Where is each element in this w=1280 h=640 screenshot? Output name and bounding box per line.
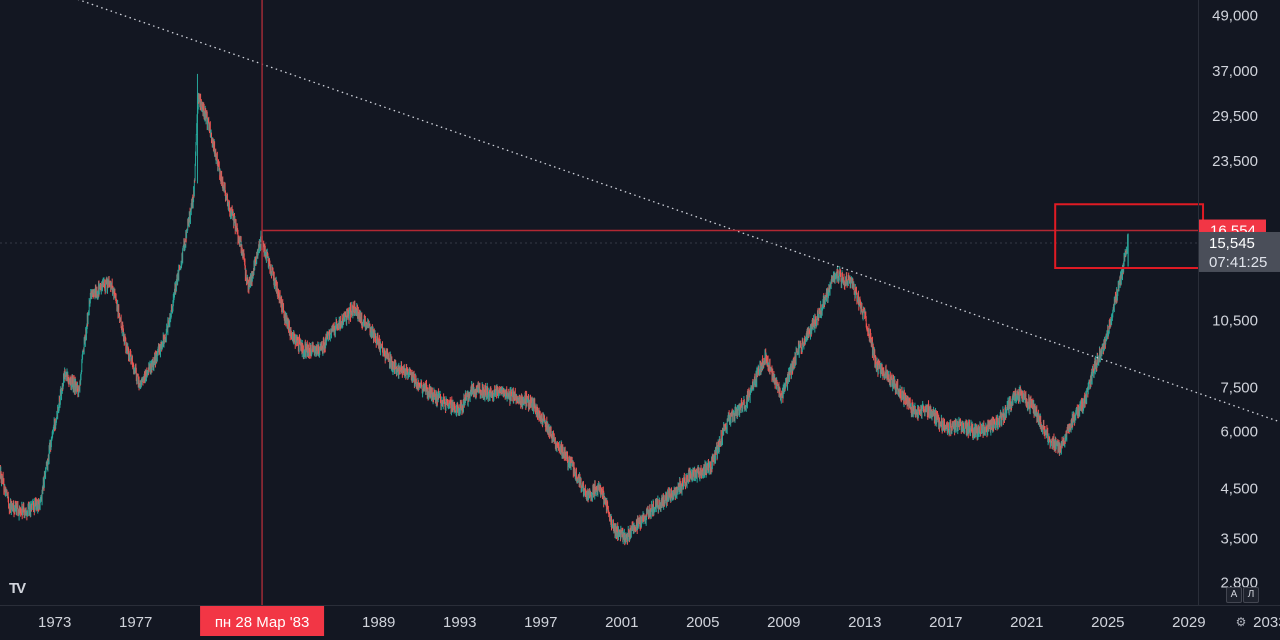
x-tick-label: 2001 [605, 614, 638, 631]
x-tick-label: 1977 [119, 614, 152, 631]
y-tick-label: 4,500 [1220, 481, 1258, 498]
tradingview-logo[interactable]: TV [9, 580, 26, 597]
x-tick-label: 2005 [686, 614, 719, 631]
auto-scale-button[interactable]: A [1226, 587, 1242, 603]
x-tick-label: 1997 [524, 614, 557, 631]
last-price-badge [1199, 231, 1280, 272]
x-tick-label: 2033 [1253, 614, 1280, 631]
y-tick-label: 3,500 [1220, 530, 1258, 547]
time-scale[interactable]: 1973 1977 1989 1993 1997 2001 2005 2009 2013 2017… [38, 614, 1280, 631]
log-scale-button[interactable]: Л [1243, 587, 1259, 603]
x-tick-label: 2025 [1091, 614, 1124, 631]
x-tick-label: 1973 [38, 614, 71, 631]
y-tick-label: 23,500 [1212, 153, 1258, 170]
x-tick-label: 2029 [1172, 614, 1205, 631]
x-tick-label: 2013 [848, 614, 881, 631]
y-tick-label: 6,000 [1220, 424, 1258, 441]
y-tick-label: 37,000 [1212, 63, 1258, 80]
countdown-label: 07:41:25 [1209, 254, 1267, 271]
x-tick-label: 1993 [443, 614, 476, 631]
y-tick-label: 7,500 [1220, 379, 1258, 396]
y-tick-label: 49,000 [1212, 8, 1258, 25]
x-tick-label: 2017 [929, 614, 962, 631]
x-tick-label: 2009 [767, 614, 800, 631]
last-price-label: 15,545 [1209, 235, 1255, 252]
chart-pane[interactable] [0, 0, 1280, 605]
x-tick-label: 2021 [1010, 614, 1043, 631]
crosshair-date-badge [200, 606, 325, 636]
crosshair-date-label: пн 28 Мар '83 [215, 614, 310, 631]
y-tick-label: 10,500 [1212, 313, 1258, 330]
x-tick-label: 1989 [362, 614, 395, 631]
gear-icon[interactable]: ⚙ [1235, 615, 1247, 629]
y-tick-label: 29,500 [1212, 108, 1258, 125]
